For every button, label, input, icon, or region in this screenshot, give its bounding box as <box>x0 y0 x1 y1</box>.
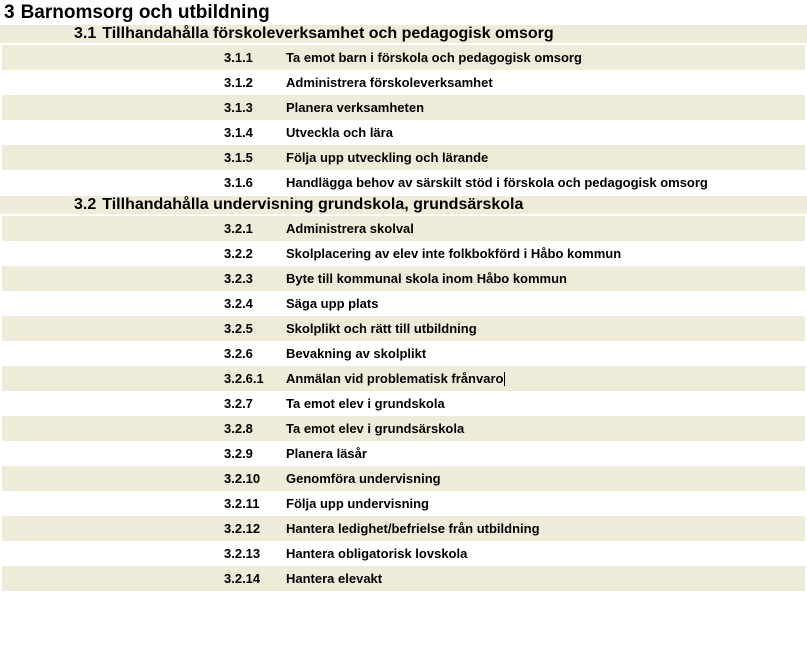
outline-item-text: Planera verksamheten <box>286 100 424 115</box>
outline-item-number: 3.1.6 <box>2 175 286 190</box>
outline-item: 3.2.1Administrera skolval <box>2 216 805 241</box>
outline-item-number: 3.2.14 <box>2 571 286 586</box>
outline-item-text: Ta emot elev i grundskola <box>286 396 445 411</box>
heading-section-3-2: 3.2 Tillhandahålla undervisning grundsko… <box>0 196 807 214</box>
outline-item-number: 3.2.6 <box>2 346 286 361</box>
outline-item: 3.2.11Följa upp undervisning <box>2 491 805 516</box>
outline-item: 3.2.14Hantera elevakt <box>2 566 805 591</box>
outline-item-text: Säga upp plats <box>286 296 378 311</box>
outline-item-text: Handlägga behov av särskilt stöd i försk… <box>286 175 708 190</box>
outline-item-text: Skolplacering av elev inte folkbokförd i… <box>286 246 621 261</box>
outline-item-text: Planera läsår <box>286 446 367 461</box>
heading2-number: 3.2 <box>74 196 96 214</box>
outline-item: 3.1.1Ta emot barn i förskola och pedagog… <box>2 45 805 70</box>
section-3-2-items: 3.2.1Administrera skolval3.2.2Skolplacer… <box>0 216 807 591</box>
outline-item-text: Administrera skolval <box>286 221 414 236</box>
outline-item: 3.2.6Bevakning av skolplikt <box>2 341 805 366</box>
outline-item: 3.2.3Byte till kommunal skola inom Håbo … <box>2 266 805 291</box>
outline-item-text: Utveckla och lära <box>286 125 393 140</box>
outline-item: 3.1.3Planera verksamheten <box>2 95 805 120</box>
outline-item-text: Genomföra undervisning <box>286 471 441 486</box>
outline-item-number: 3.1.3 <box>2 100 286 115</box>
outline-item: 3.1.2Administrera förskoleverksamhet <box>2 70 805 95</box>
heading-level-1: 3 Barnomsorg och utbildning <box>0 2 807 24</box>
outline-item: 3.2.7Ta emot elev i grundskola <box>2 391 805 416</box>
outline-item: 3.1.5Följa upp utveckling och lärande <box>2 145 805 170</box>
outline-item-number: 3.2.12 <box>2 521 286 536</box>
outline-item-number: 3.2.6.1 <box>2 371 286 386</box>
outline-item-number: 3.2.13 <box>2 546 286 561</box>
outline-item: 3.2.13Hantera obligatorisk lovskola <box>2 541 805 566</box>
outline-item-text: Ta emot elev i grundsärskola <box>286 421 464 436</box>
outline-item: 3.2.6.1Anmälan vid problematisk frånvaro <box>2 366 805 391</box>
outline-item-text: Hantera obligatorisk lovskola <box>286 546 467 561</box>
outline-item-text: Byte till kommunal skola inom Håbo kommu… <box>286 271 567 286</box>
outline-item-text: Följa upp utveckling och lärande <box>286 150 488 165</box>
outline-item: 3.2.5Skolplikt och rätt till utbildning <box>2 316 805 341</box>
outline-item-number: 3.2.7 <box>2 396 286 411</box>
outline-item-text: Ta emot barn i förskola och pedagogisk o… <box>286 50 582 65</box>
outline-item: 3.1.4Utveckla och lära <box>2 120 805 145</box>
outline-item: 3.2.4Säga upp plats <box>2 291 805 316</box>
heading1-text: Barnomsorg och utbildning <box>21 2 270 24</box>
outline-item-number: 3.2.2 <box>2 246 286 261</box>
heading2-text: Tillhandahålla undervisning grundskola, … <box>102 196 523 214</box>
outline-item-number: 3.1.1 <box>2 50 286 65</box>
outline-item-text: Följa upp undervisning <box>286 496 429 511</box>
outline-item-number: 3.2.5 <box>2 321 286 336</box>
outline-item-number: 3.2.11 <box>2 496 286 511</box>
outline-item-number: 3.2.4 <box>2 296 286 311</box>
outline-item-text: Administrera förskoleverksamhet <box>286 75 493 90</box>
outline-item-text: Skolplikt och rätt till utbildning <box>286 321 477 336</box>
outline-item-number: 3.2.1 <box>2 221 286 236</box>
outline-item-text: Hantera ledighet/befrielse från utbildni… <box>286 521 540 536</box>
outline-item: 3.2.2Skolplacering av elev inte folkbokf… <box>2 241 805 266</box>
outline-item-text: Bevakning av skolplikt <box>286 346 426 361</box>
outline-item-number: 3.1.2 <box>2 75 286 90</box>
outline-item: 3.1.6Handlägga behov av särskilt stöd i … <box>2 170 805 195</box>
outline-item-text: Hantera elevakt <box>286 571 382 586</box>
section-3-1-items: 3.1.1Ta emot barn i förskola och pedagog… <box>0 45 807 195</box>
heading2-text: Tillhandahålla förskoleverksamhet och pe… <box>102 25 553 43</box>
outline-item: 3.2.10Genomföra undervisning <box>2 466 805 491</box>
outline-item-number: 3.2.3 <box>2 271 286 286</box>
outline-item-number: 3.1.4 <box>2 125 286 140</box>
outline-item-text: Anmälan vid problematisk frånvaro <box>286 371 505 386</box>
outline-item-number: 3.2.10 <box>2 471 286 486</box>
heading-section-3-1: 3.1 Tillhandahålla förskoleverksamhet oc… <box>0 25 807 43</box>
heading2-number: 3.1 <box>74 25 96 43</box>
outline-item: 3.2.9Planera läsår <box>2 441 805 466</box>
outline-item-number: 3.2.9 <box>2 446 286 461</box>
heading1-number: 3 <box>4 2 15 24</box>
outline-item: 3.2.8Ta emot elev i grundsärskola <box>2 416 805 441</box>
outline-item-number: 3.2.8 <box>2 421 286 436</box>
outline-item: 3.2.12Hantera ledighet/befrielse från ut… <box>2 516 805 541</box>
outline-item-number: 3.1.5 <box>2 150 286 165</box>
